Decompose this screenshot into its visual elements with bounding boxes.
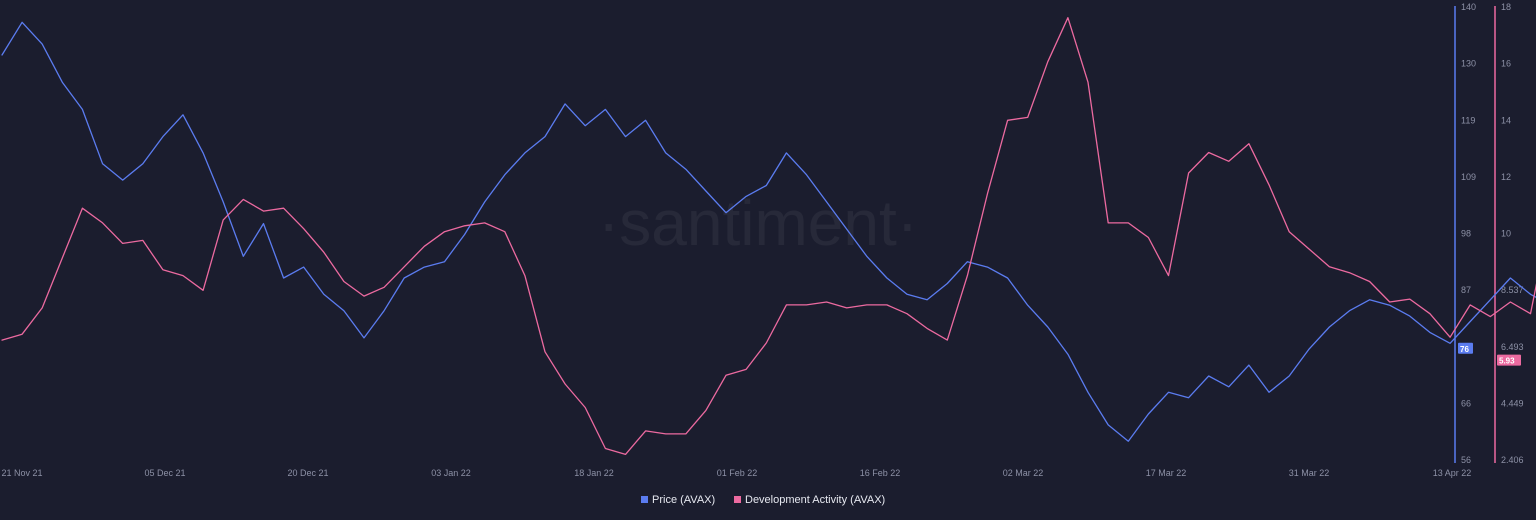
x-tick-label: 21 Nov 21 <box>1 468 42 478</box>
legend-dev-swatch <box>734 496 741 503</box>
x-tick-label: 01 Feb 22 <box>717 468 758 478</box>
price-series-line <box>1 21 1536 442</box>
legend-price-swatch <box>641 496 648 503</box>
price-tick-label: 109 <box>1461 172 1476 182</box>
price-tick-label: 130 <box>1461 59 1476 69</box>
price-tick-label: 140 <box>1461 2 1476 12</box>
x-tick-label: 18 Jan 22 <box>574 468 614 478</box>
series-layer <box>1 17 1536 456</box>
price-tick-label: 119 <box>1461 115 1475 125</box>
legend: Price (AVAX) Development Activity (AVAX) <box>641 494 885 506</box>
x-tick-label: 05 Dec 21 <box>144 468 185 478</box>
price-last-value: 76 <box>1460 345 1469 354</box>
dev-tick-label: 4.449 <box>1501 398 1524 408</box>
dev-tick-label: 6.493 <box>1501 342 1524 352</box>
dev-axis: 18 16 14 12 10 8.537 6.493 4.449 2.406 <box>1501 2 1524 465</box>
dev-tick-label: 16 <box>1501 59 1511 69</box>
x-tick-label: 16 Feb 22 <box>860 468 901 478</box>
dev-tick-label: 10 <box>1501 229 1511 239</box>
price-tick-label: 98 <box>1461 229 1471 239</box>
dev-tick-label: 18 <box>1501 2 1511 12</box>
x-tick-label: 03 Jan 22 <box>431 468 471 478</box>
price-tick-label: 56 <box>1461 455 1471 465</box>
dev-tick-label: 2.406 <box>1501 455 1524 465</box>
x-tick-label: 17 Mar 22 <box>1146 468 1187 478</box>
dev-last-value-badge <box>1497 354 1521 366</box>
price-last-value-badge <box>1458 342 1473 354</box>
dev-tick-label: 12 <box>1501 172 1511 182</box>
dev-last-value: 5.93 <box>1499 357 1515 366</box>
legend-dev-label[interactable]: Development Activity (AVAX) <box>745 494 885 506</box>
x-tick-label: 13 Apr 22 <box>1433 468 1472 478</box>
x-axis: 21 Nov 21 05 Dec 21 20 Dec 21 03 Jan 22 18 J… <box>1 468 1471 478</box>
legend-price-label[interactable]: Price (AVAX) <box>652 494 715 506</box>
dev-series-line <box>1 17 1536 456</box>
x-tick-label: 02 Mar 22 <box>1003 468 1044 478</box>
dev-tick-label: 8.537 <box>1501 285 1524 295</box>
price-axis: 140 130 119 109 98 87 76 66 56 <box>1461 2 1476 465</box>
price-tick-label: 87 <box>1461 285 1471 295</box>
x-tick-label: 31 Mar 22 <box>1289 468 1330 478</box>
x-tick-label: 20 Dec 21 <box>287 468 328 478</box>
watermark: ·santiment· <box>598 187 918 259</box>
dev-tick-label: 14 <box>1501 115 1511 125</box>
badge-layer: 765.93 <box>1458 342 1521 366</box>
price-tick-label: 66 <box>1461 398 1471 408</box>
